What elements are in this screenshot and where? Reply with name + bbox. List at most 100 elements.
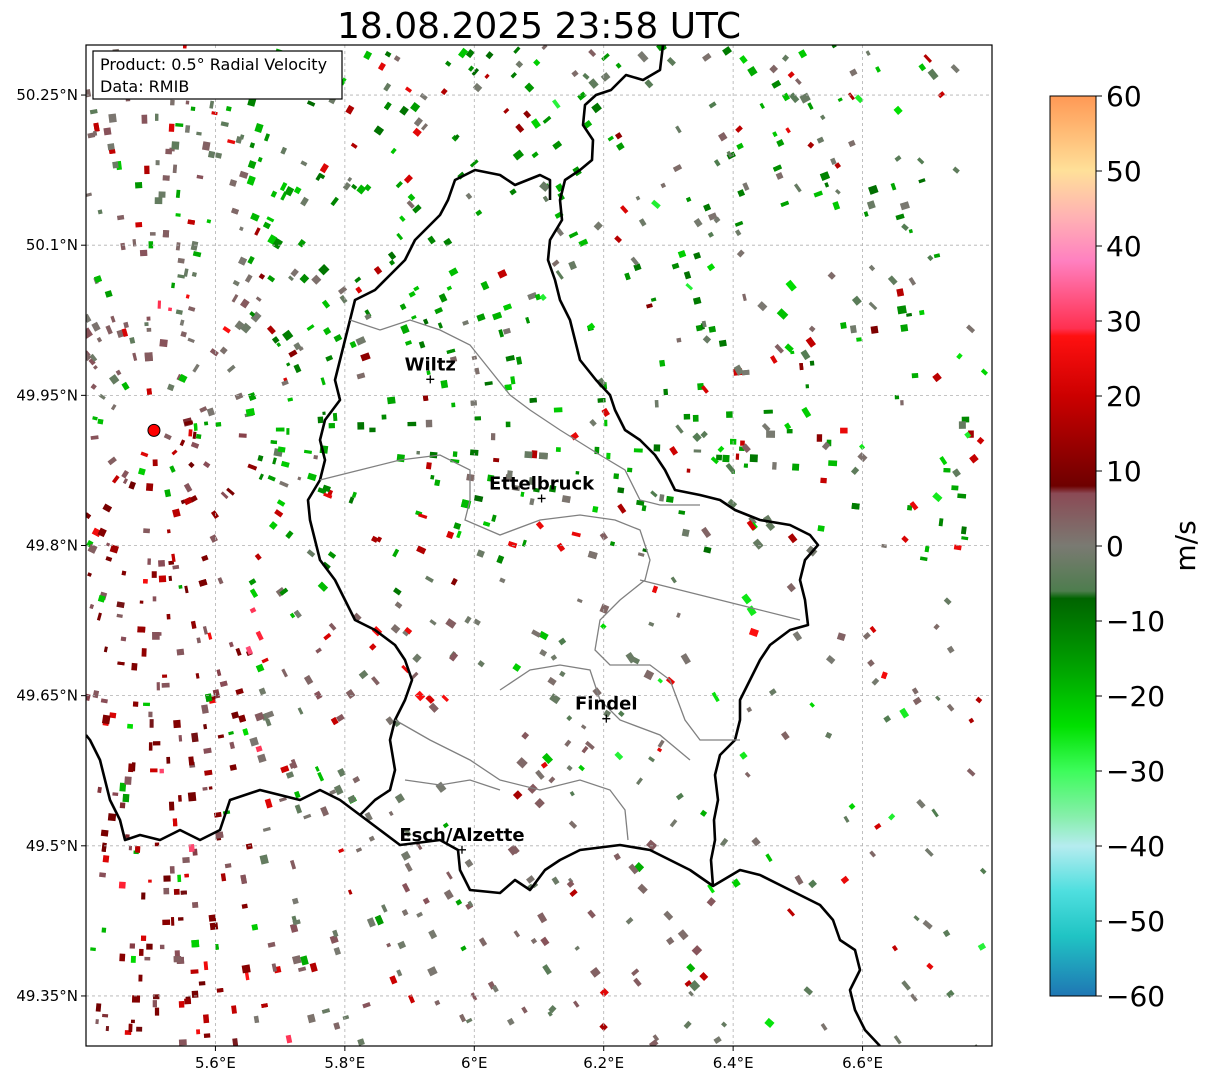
radar-echo-pixel [141,114,148,124]
radar-echo-pixel [660,182,667,189]
radar-echo-pixel [633,448,643,453]
radar-echo-pixel [187,306,196,312]
radar-echo-pixel [706,263,716,272]
radar-echo-pixel [369,427,376,433]
radar-echo-pixel [863,211,869,217]
country-border-path [546,45,881,1046]
radar-echo-pixel [469,159,479,168]
radar-echo-pixel [190,240,199,251]
radar-echo-pixel [900,324,909,332]
radar-echo-pixel [86,327,93,339]
radar-echo-pixel [184,873,189,878]
radar-echo-pixel [788,92,800,104]
colorbar-tick-label: −20 [1106,680,1165,713]
radar-echo-pixel [699,972,709,981]
radar-echo-pixel [267,941,276,948]
radar-echo-pixel [216,669,222,677]
radar-echo-pixel [477,660,485,668]
radar-echo-pixel [146,327,152,332]
radar-echo-pixel [178,1039,187,1046]
radar-echo-pixel [129,943,136,949]
radar-echo-pixel [478,937,488,947]
radar-echo-pixel [245,645,253,655]
radar-echo-pixel [323,632,332,641]
radar-echo-pixel [147,558,151,565]
city-label: Esch/Alzette [399,825,524,846]
radar-echo-pixel [741,369,750,376]
radar-echo-pixel [960,526,967,535]
radar-echo-pixel [377,62,386,71]
radar-echo-pixel [901,535,909,543]
radar-echo-pixel [952,166,960,174]
radar-echo-pixel [634,862,645,873]
radar-echo-pixel [504,384,512,391]
radar-echo-pixel [154,842,160,847]
radar-echo-pixel [238,714,247,723]
radar-echo-pixel [394,601,403,609]
radar-echo-pixel [90,947,96,952]
radar-echo-pixel [330,196,339,207]
radar-echo-pixel [178,794,182,802]
radar-echo-pixel [416,911,423,918]
radar-echo-pixel [422,897,430,905]
radar-echo-pixel [474,416,482,421]
radar-echo-pixel [727,498,738,509]
radar-echo-pixel [371,676,380,686]
radar-echo-pixel [342,182,351,191]
radar-echo-pixel [248,578,257,586]
radar-echo-pixel [347,176,353,182]
radar-echo-pixel [675,792,684,801]
radar-echo-pixel [641,505,647,512]
radar-echo-pixel [592,505,599,513]
radar-echo-pixel [849,324,857,334]
radar-echo-pixel [596,377,607,388]
colorbar-tick-label: −50 [1106,905,1165,938]
radar-echo-pixel [740,440,745,446]
radar-echo-pixel [644,79,654,89]
radar-echo-pixel [768,688,777,696]
radar-echo-pixel [665,495,674,503]
radar-echo-pixel [116,214,125,221]
radar-echo-pixel [393,587,402,596]
radar-echo-pixel [191,901,199,909]
radar-echo-pixel [977,942,987,951]
radar-echo-pixel [633,263,642,272]
radar-echo-pixel [786,582,796,593]
radar-echo-pixel [264,798,273,809]
radar-echo-pixel [748,516,757,526]
radar-echo-pixel [131,995,141,1003]
radar-echo-pixel [155,632,162,636]
colorbar-tick-label: −10 [1106,605,1165,638]
radar-echo-pixel [874,823,882,830]
radar-echo-pixel [550,654,558,661]
radar-echo-pixel [172,564,180,570]
radar-echo-pixel [180,890,187,895]
radar-echo-pixel [190,106,196,112]
radar-echo-pixel [552,99,561,109]
radar-echo-pixel [731,878,741,888]
radar-echo-pixel [637,50,649,63]
radar-echo-pixel [816,136,825,144]
radar-echo-pixel [173,719,181,729]
radar-echo-pixel [794,78,802,86]
radar-echo-pixel [347,794,357,804]
radar-echo-pixel [561,495,571,504]
radar-echo-pixel [737,189,746,198]
radar-echo-pixel [924,847,934,857]
radar-echo-pixel [184,125,191,133]
radar-echo-pixel [355,336,367,346]
radar-echo-pixel [412,204,422,214]
radar-echo-pixel [484,381,493,386]
radar-echo-pixel [294,804,303,814]
radar-echo-pixel [741,443,751,453]
radar-echo-pixel [289,859,297,870]
radar-echo-pixel [418,513,428,520]
radar-echo-pixel [946,703,955,712]
radar-echo-pixel [105,556,113,562]
radar-echo-pixel [901,223,909,231]
radar-echo-pixel [249,607,257,614]
radar-echo-pixel [453,522,462,530]
radar-echo-pixel [279,587,289,596]
radar-echo-pixel [404,626,413,635]
radar-echo-pixel [701,526,712,539]
